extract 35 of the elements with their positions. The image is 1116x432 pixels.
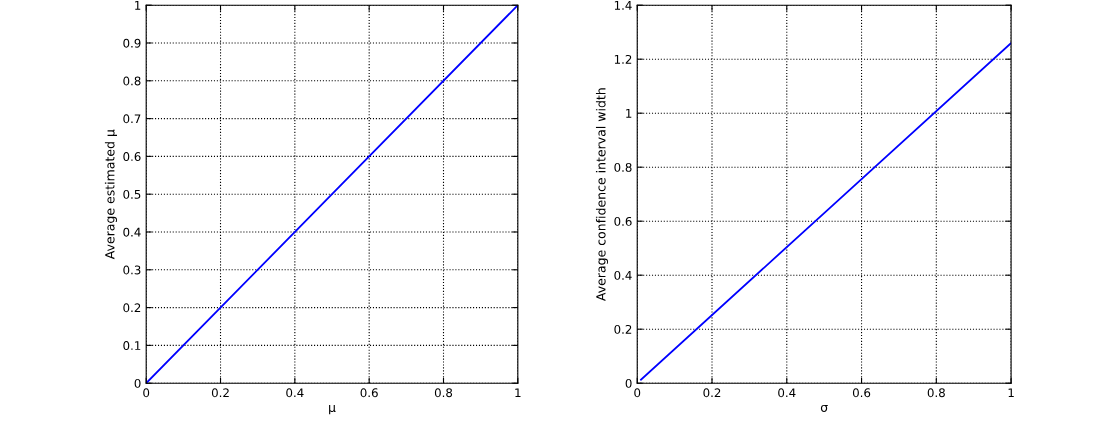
x-tick-label: 0: [143, 388, 150, 398]
x-tick-label: 0: [634, 388, 641, 398]
x-tick-label: 1: [515, 388, 521, 398]
y-tick-label: 0.6: [123, 152, 141, 162]
x-tick-label: 0.4: [778, 388, 796, 398]
y-tick-label: 0: [134, 378, 141, 388]
y-tick-label: 0.3: [123, 265, 141, 275]
x-tick-label: 0.4: [286, 388, 304, 398]
y-tick-label: 0: [625, 378, 632, 388]
y-tick-label: 0.9: [123, 38, 141, 48]
x-tick-label: 0.6: [360, 388, 378, 398]
y-tick-label: 0.8: [123, 76, 141, 86]
y-tick-label: 1.4: [614, 1, 632, 10]
y-tick-label: 1.2: [614, 54, 632, 64]
y-tick-label: 0.1: [123, 341, 141, 351]
y-tick-label: 0.5: [123, 189, 141, 199]
x-axis-title: μ: [329, 404, 336, 415]
y-tick-label: 0.2: [614, 324, 632, 334]
x-tick-label: 0.2: [211, 388, 229, 398]
y-tick-label: 0.6: [614, 216, 632, 226]
y-axis-title: Average estimated μ: [104, 129, 117, 260]
y-tick-label: 0.7: [123, 114, 141, 124]
x-tick-label: 0.8: [434, 388, 453, 398]
y-tick-label: 1: [135, 1, 141, 10]
x-tick-label: 0.8: [927, 388, 945, 398]
y-axis-title: Average confidence interval width: [595, 88, 609, 301]
x-tick-label: 1: [1008, 388, 1014, 398]
y-tick-label: 0.4: [123, 227, 141, 237]
y-tick-label: 0.2: [123, 303, 141, 313]
y-tick-label: 0.4: [614, 270, 632, 280]
x-tick-label: 0.6: [852, 388, 871, 398]
x-axis-title: σ: [820, 404, 828, 412]
y-tick-label: 0.8: [614, 162, 632, 172]
x-tick-label: 0.2: [703, 388, 721, 398]
y-tick-label: 1: [626, 109, 632, 118]
